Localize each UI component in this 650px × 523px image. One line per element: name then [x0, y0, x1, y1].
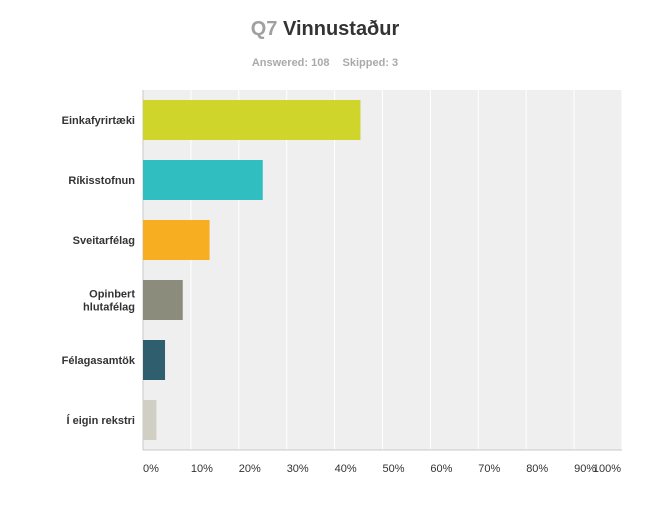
x-tick-label: 100% [593, 463, 621, 475]
bar-6[interactable] [143, 400, 157, 440]
x-tick-label: 50% [383, 463, 405, 475]
bar-2[interactable] [143, 160, 263, 200]
x-tick-label: 80% [526, 463, 548, 475]
bar-3[interactable] [143, 220, 210, 260]
x-tick-label: 20% [239, 463, 261, 475]
question-number: Q7 [250, 18, 278, 40]
x-tick-label: 70% [478, 463, 500, 475]
category-label: Opinbert hlutafélag [83, 289, 135, 314]
bar-4[interactable] [143, 280, 183, 320]
category-label: Félagasamtök [62, 355, 136, 367]
x-tick-label: 0% [143, 463, 159, 475]
x-tick-label: 30% [287, 463, 309, 475]
response-stats: Answered: 108 Skipped: 3 [0, 57, 650, 69]
category-label: Sveitarfélag [73, 235, 135, 247]
question-title: Q7 Vinnustaður [0, 18, 650, 41]
x-tick-label: 90% [574, 463, 596, 475]
bar-5[interactable] [143, 340, 166, 380]
category-label: Ríkisstofnun [68, 175, 135, 187]
bar-1[interactable] [143, 100, 361, 140]
x-tick-label: 10% [191, 463, 213, 475]
category-label: Í eigin rekstri [67, 414, 135, 427]
skipped-count: Skipped: 3 [342, 57, 399, 69]
question-text: Vinnustaður [282, 18, 400, 40]
answered-count: Answered: 108 [251, 57, 330, 69]
category-label: Einkafyrirtæki [62, 115, 135, 127]
x-tick-label: 40% [335, 463, 357, 475]
x-tick-label: 60% [430, 463, 452, 475]
